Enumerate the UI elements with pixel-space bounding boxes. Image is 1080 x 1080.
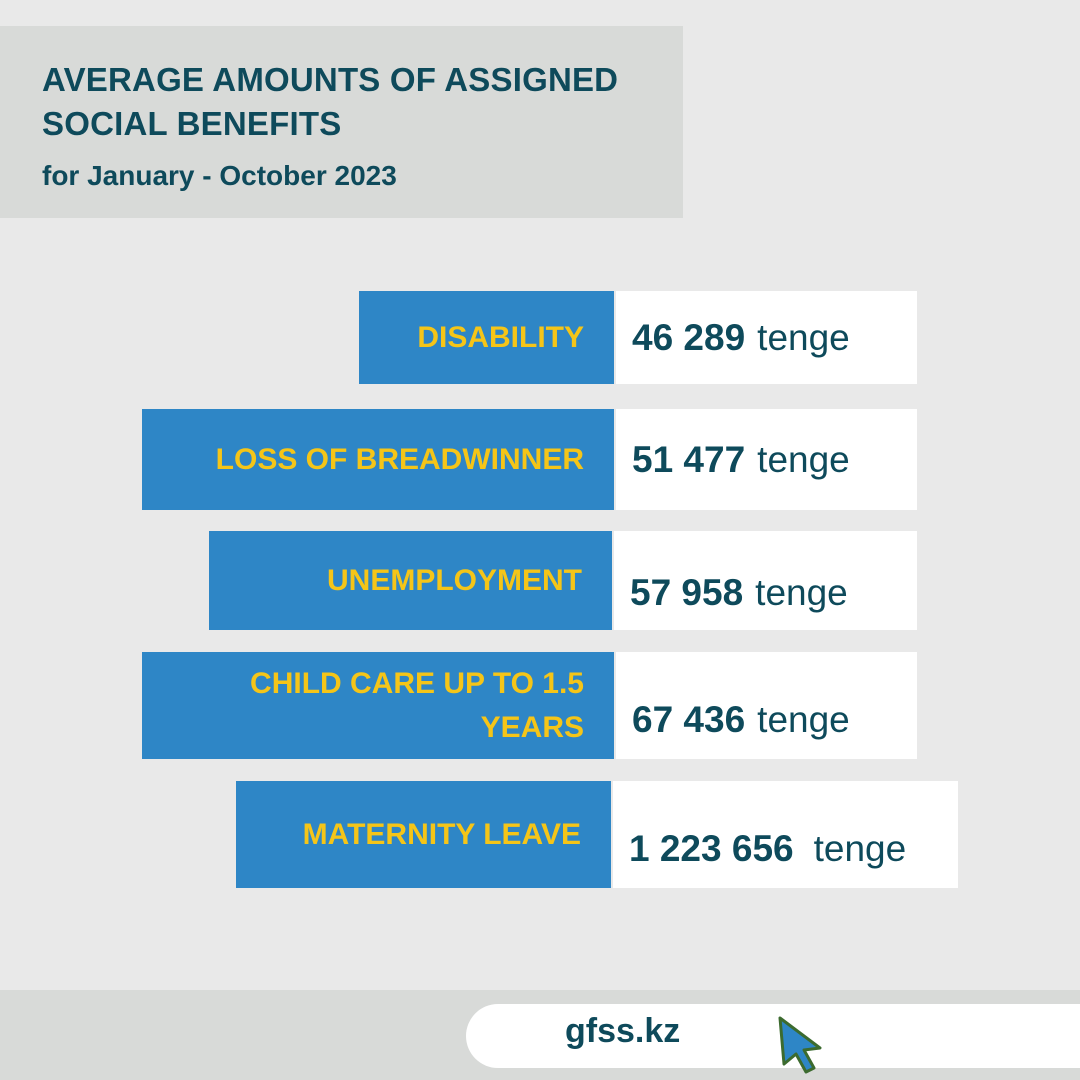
benefit-label-text: LOSS OF BREADWINNER <box>215 442 584 476</box>
benefit-value-loss-of-breadwinner: 51 477 tenge <box>616 409 917 510</box>
benefit-value-maternity-leave: 1 223 656 tenge <box>613 781 958 888</box>
benefit-label-text: DISABILITY <box>417 320 584 354</box>
benefit-amount: 67 436 <box>632 699 746 740</box>
benefit-unit: tenge <box>755 572 848 613</box>
website-link[interactable]: gfss.kz <box>565 1012 681 1050</box>
benefit-amount: 51 477 <box>632 438 746 480</box>
benefit-unit: tenge <box>757 438 850 480</box>
mouse-pointer-icon <box>778 1016 822 1074</box>
benefit-value-child-care: 67 436 tenge <box>616 652 917 759</box>
header-box <box>0 26 683 218</box>
footer-pill <box>466 1004 1080 1068</box>
page-subtitle: for January - October 2023 <box>42 160 397 191</box>
benefit-unit: tenge <box>757 316 850 358</box>
benefit-label-maternity-leave: MATERNITY LEAVE <box>236 781 611 888</box>
benefit-amount: 57 958 <box>630 572 744 613</box>
benefit-amount: 46 289 <box>632 316 746 358</box>
benefit-amount: 1 223 656 <box>629 828 794 869</box>
page-title: AVERAGE AMOUNTS OF ASSIGNED SOCIAL BENEF… <box>42 61 619 142</box>
benefit-value-disability: 46 289 tenge <box>616 291 917 384</box>
benefit-label-text: UNEMPLOYMENT <box>327 564 582 597</box>
benefit-unit: tenge <box>757 699 850 740</box>
benefit-label-child-care: CHILD CARE UP TO 1.5 YEARS <box>142 652 614 759</box>
benefit-unit: tenge <box>813 828 907 869</box>
benefit-label-text: MATERNITY LEAVE <box>302 818 581 851</box>
benefit-label-disability: DISABILITY <box>359 291 614 384</box>
benefit-label-unemployment: UNEMPLOYMENT <box>209 531 612 630</box>
benefit-value-unemployment: 57 958 tenge <box>614 531 917 630</box>
benefit-label-loss-of-breadwinner: LOSS OF BREADWINNER <box>142 409 614 510</box>
benefit-label-text: CHILD CARE UP TO 1.5 YEARS <box>250 666 584 744</box>
